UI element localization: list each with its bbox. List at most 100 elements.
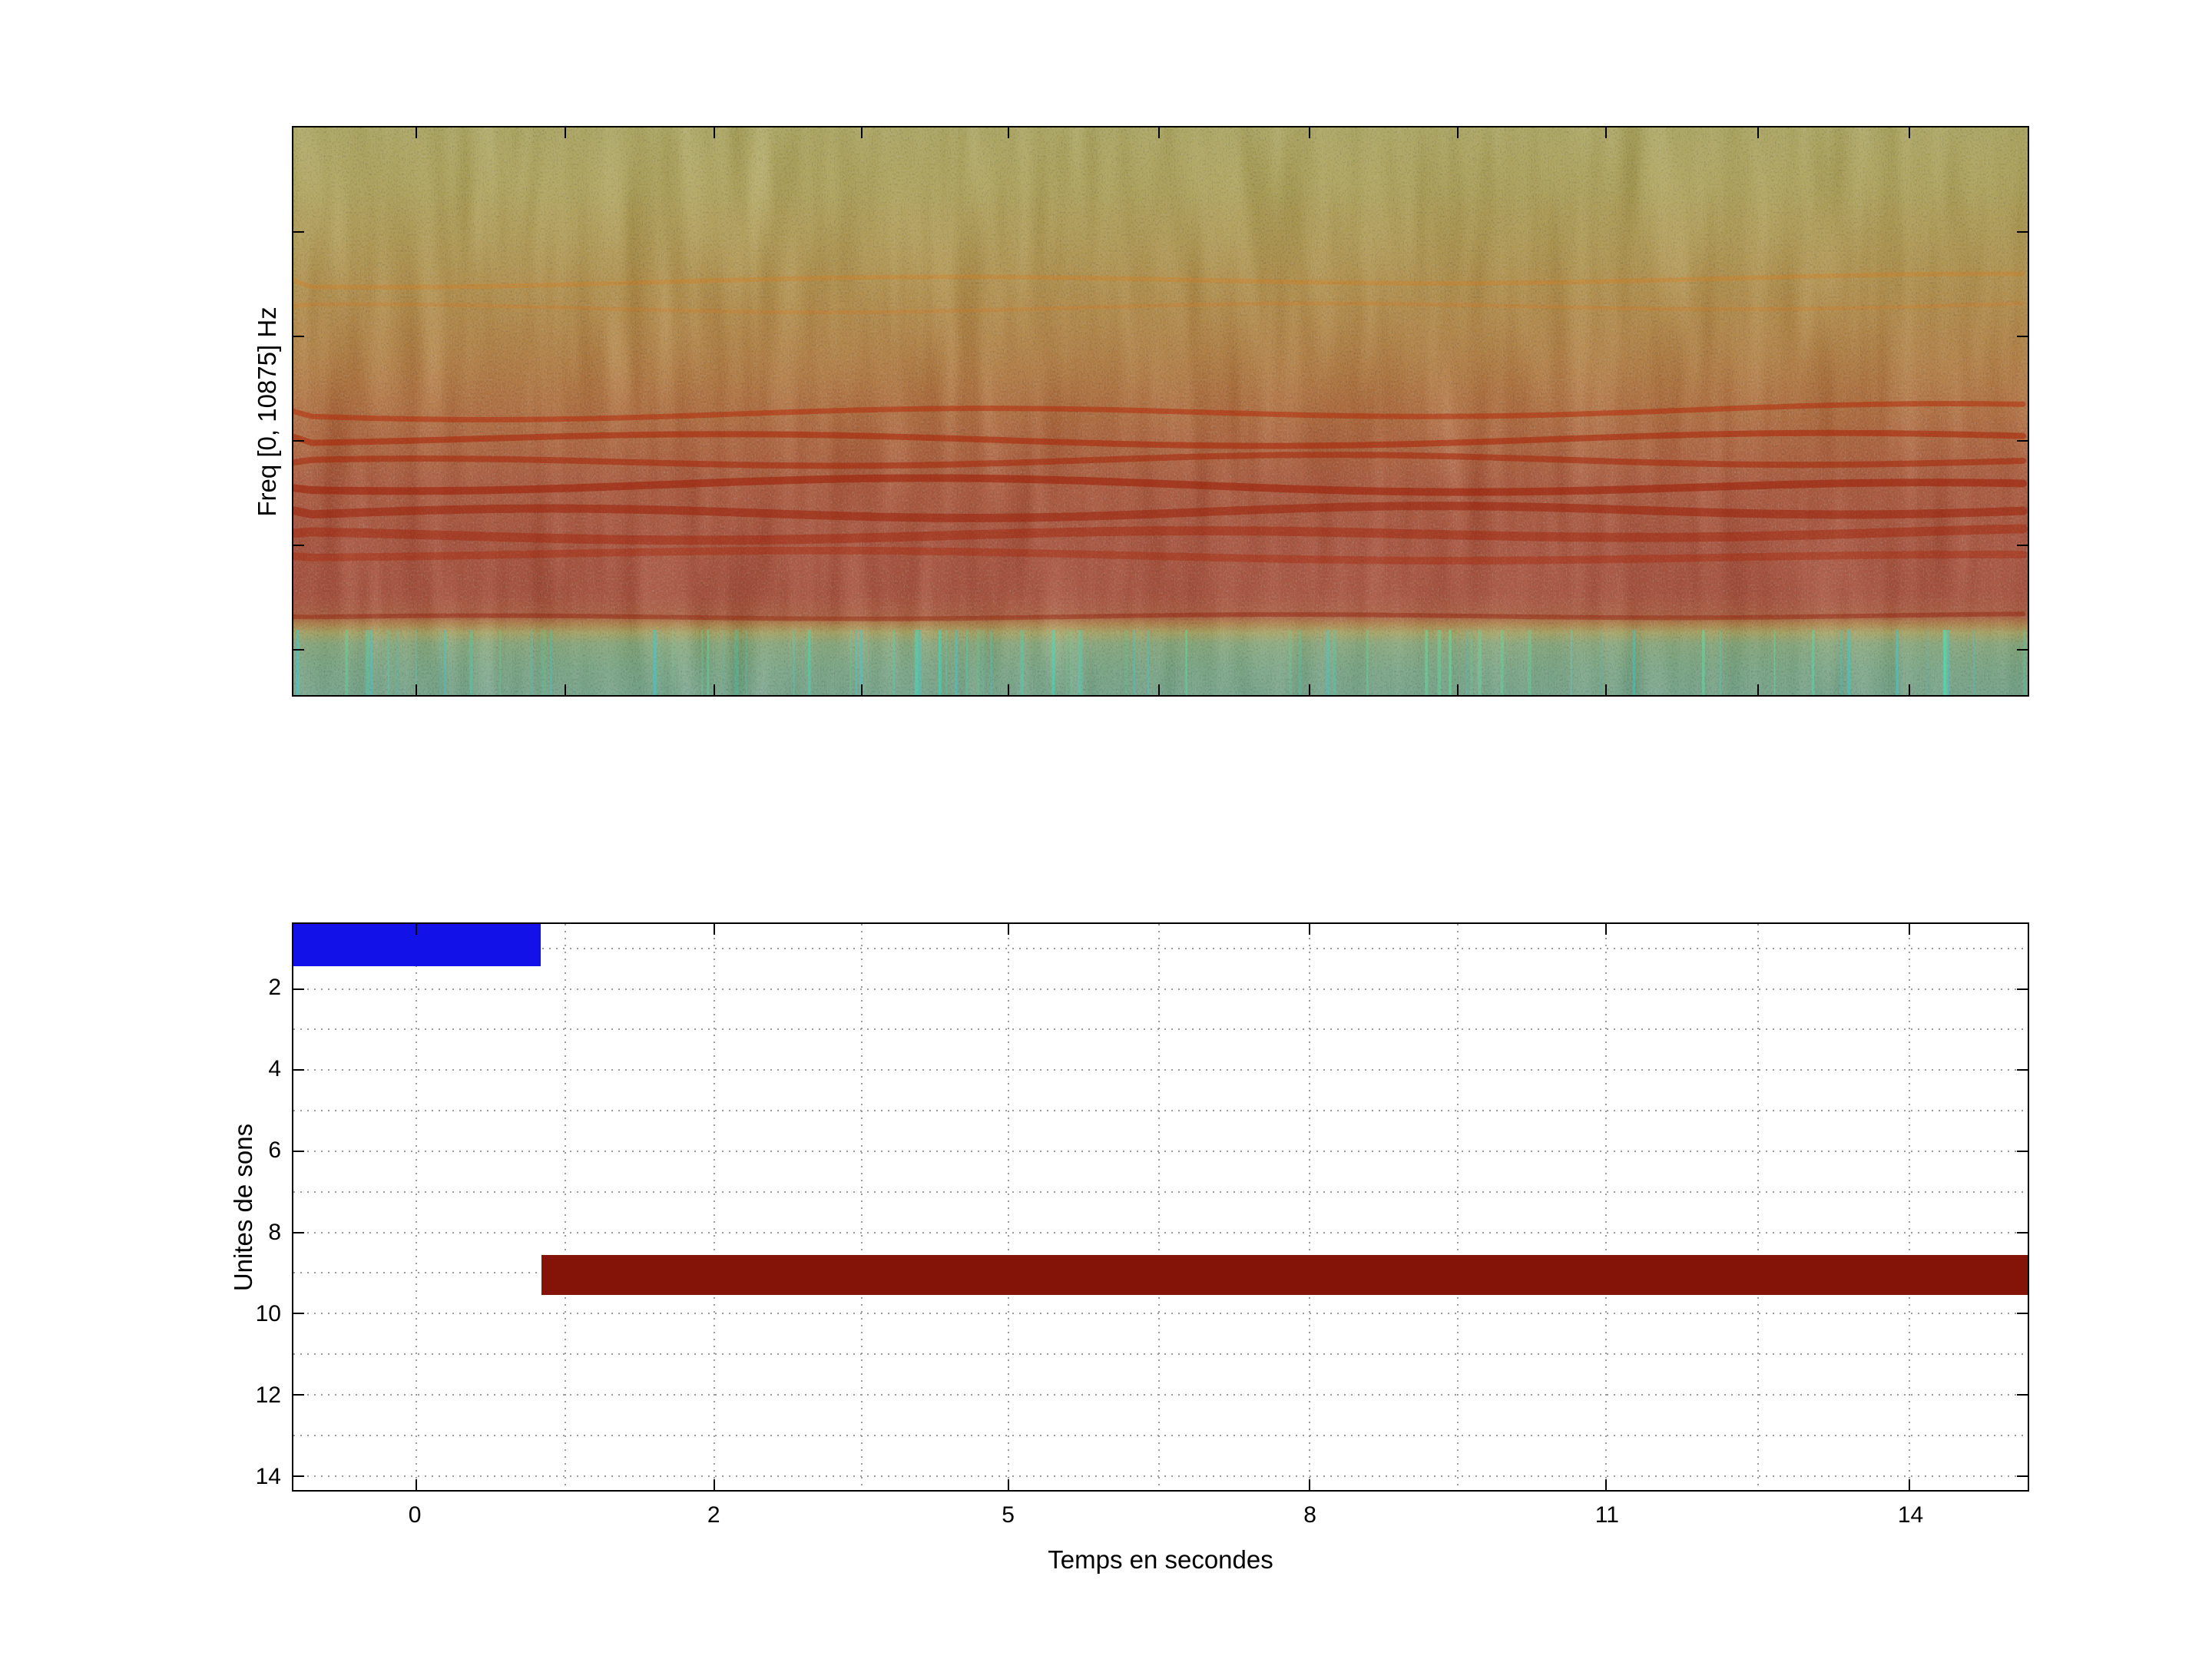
cyan-streak [1051,630,1055,695]
freq-axis-tick [293,230,304,233]
cyan-streak [892,630,896,695]
units-axis-tick [2017,1150,2028,1152]
gridline-horizontal [293,1475,2028,1477]
gridline-vertical [1158,924,1161,1490]
cyan-streak [439,630,442,695]
time-axis-tick [415,684,417,695]
gridline-vertical [860,924,863,1490]
time-axis-tick [714,1479,716,1490]
x-tick-label: 11 [1594,1502,1619,1528]
freq-axis-tick [293,335,304,337]
cyan-streak [965,630,969,695]
cyan-streak [541,630,546,695]
freq-axis-tick [293,439,304,442]
harmonic-ridge [293,429,2027,449]
spectrogram-plot-area [292,126,2029,697]
time-axis-tick [1158,127,1161,138]
units-axis-tick [2017,1313,2028,1315]
cyan-streak [793,630,795,695]
freq-axis-tick [293,648,304,651]
time-axis-tick [1309,684,1311,695]
time-axis-tick [1457,684,1459,695]
sound-unit-9-bar [541,1254,2028,1296]
cyan-streak [1773,630,1776,695]
x-tick-label: 5 [1002,1502,1015,1528]
units-axis-tick [293,1231,304,1233]
harmonic-ridge [293,524,2028,545]
cyan-streak [296,630,300,695]
gridline-horizontal [293,1231,2028,1233]
cyan-streak [1839,630,1843,695]
time-axis-tick [1309,924,1311,935]
cyan-streak [443,630,446,695]
y-tick-label: 12 [255,1382,281,1409]
time-axis-tick [1908,127,1910,138]
y-tick-label: 14 [255,1464,281,1490]
cyan-streak [1896,630,1899,695]
time-axis-tick [1309,127,1311,138]
y-tick-label: 4 [268,1056,281,1082]
cyan-streak [745,630,747,695]
cyan-streak [939,630,941,695]
time-axis-tick [415,1479,417,1490]
y-tick-label: 2 [268,974,281,1000]
cyan-streak [1926,630,1928,695]
time-axis-tick [1309,1479,1311,1490]
time-axis-tick [1605,1479,1608,1490]
gridline-vertical [415,924,417,1490]
gridline-vertical [1605,924,1608,1490]
cyan-streak [955,630,958,695]
cyan-streak [1185,630,1187,695]
x-tick-label: 0 [408,1502,422,1528]
time-axis-tick [1605,924,1608,935]
units-axis-tick [2017,1069,2028,1071]
cyan-streak [541,630,543,695]
cyan-streak [530,630,533,695]
cyan-streak [1069,630,1073,695]
units-axis-tick [293,1393,304,1396]
gridline-vertical [1007,924,1009,1490]
gridline-horizontal [293,1190,2028,1193]
cyan-streak [1425,630,1428,695]
cyan-streak [1632,630,1636,695]
units-axis-tick [293,1150,304,1152]
gridline-horizontal [293,1069,2028,1071]
cyan-streak [938,630,942,695]
gridline-horizontal [293,1150,2028,1152]
harmonic-ridge [293,452,2027,469]
cyan-streak [1811,630,1815,695]
cyan-streak [549,630,552,695]
time-axis-tick [1908,924,1910,935]
cyan-streak [1500,630,1504,695]
gridline-horizontal [293,1110,2028,1112]
cyan-streak [981,630,985,695]
y-tick-label: 8 [268,1219,281,1245]
time-axis-tick [1757,684,1759,695]
cyan-streak [976,630,980,695]
cyan-streak [2023,630,2025,695]
spectrogram-harmonic-ridges [293,271,2028,621]
time-axis-tick [1908,1479,1910,1490]
units-plot-area [292,922,2029,1492]
gridline-horizontal [293,1313,2028,1315]
harmonic-ridge [293,401,2026,422]
gridline-vertical [1457,924,1459,1490]
x-tick-label: 8 [1303,1502,1316,1528]
freq-axis-tick [2017,648,2028,651]
time-axis-tick [1007,924,1009,935]
time-axis-tick [1158,684,1161,695]
time-axis-tick [860,684,863,695]
cyan-streak [1065,630,1068,695]
time-axis-tick [1605,684,1608,695]
gridline-vertical [565,924,567,1490]
spectrogram-ylabel: Freq [0, 10875] Hz [253,306,281,517]
freq-axis-tick [2017,335,2028,337]
cyan-streak [918,630,922,695]
cyan-streak [1020,630,1024,695]
cyan-streak [1133,630,1135,695]
cyan-streak [707,630,710,695]
sound-units-plot: Unites de sons Temps en secondes 0 2 5 8 11 1… [229,922,2029,1574]
freq-axis-tick [293,544,304,546]
cyan-streak [807,630,811,695]
